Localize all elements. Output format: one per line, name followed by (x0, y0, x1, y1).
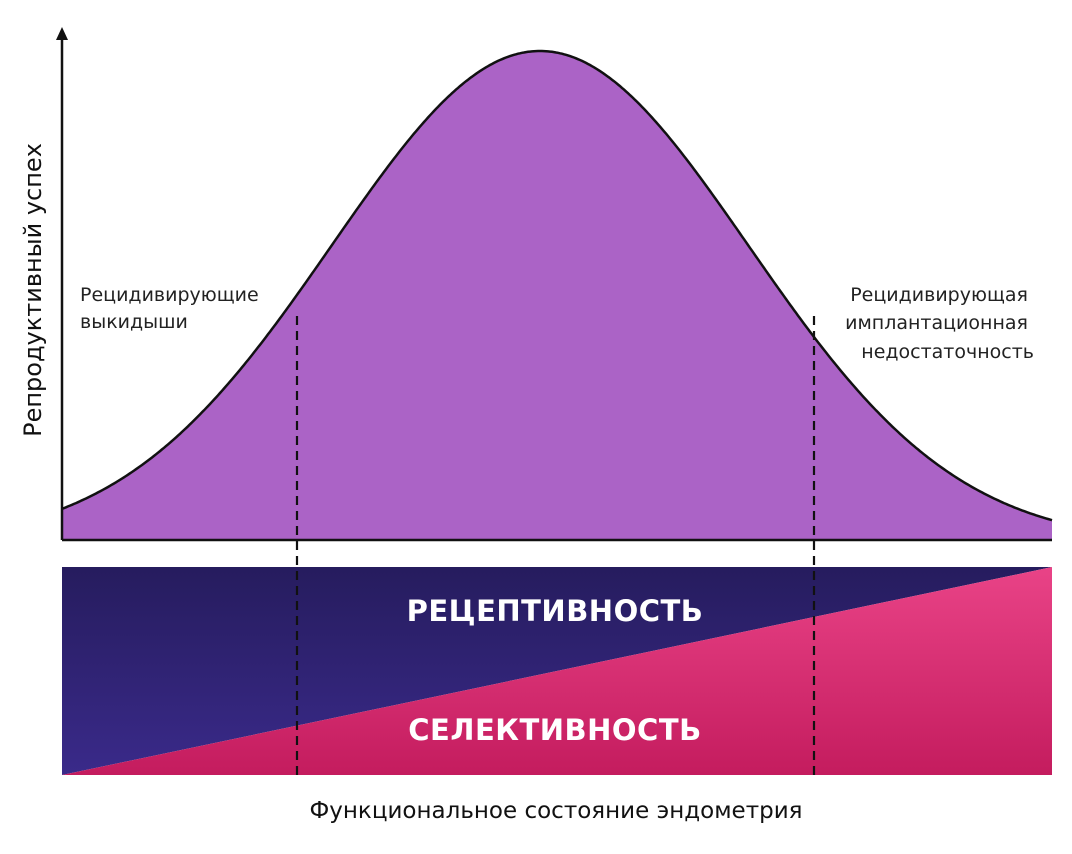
annotation-recurrent-miscarriage: Рецидивирующие выкидыши (80, 284, 265, 333)
annotation-left-line-1: Рецидивирующие (80, 284, 259, 306)
y-axis-label: Репродуктивный успех (19, 143, 47, 437)
success-curve-line (61, 49, 1053, 522)
success-curve-area (62, 51, 1052, 540)
annotation-right-line-1: Рецидивирующая (850, 284, 1028, 306)
receptivity-label: РЕЦЕПТИВНОСТЬ (407, 594, 704, 628)
y-axis-arrowhead (56, 27, 68, 40)
x-axis-label: Функциональное состояние эндометрия (309, 798, 802, 824)
annotation-right-line-3: недостаточность (861, 341, 1034, 363)
annotation-left-line-2: выкидыши (80, 311, 188, 333)
annotation-right-line-2: имплантационная (845, 312, 1028, 334)
selectivity-label: СЕЛЕКТИВНОСТЬ (408, 713, 701, 747)
selectivity-band (62, 567, 1052, 775)
annotation-recurrent-implantation-failure: Рецидивирующая имплантационная недостато… (845, 284, 1034, 363)
